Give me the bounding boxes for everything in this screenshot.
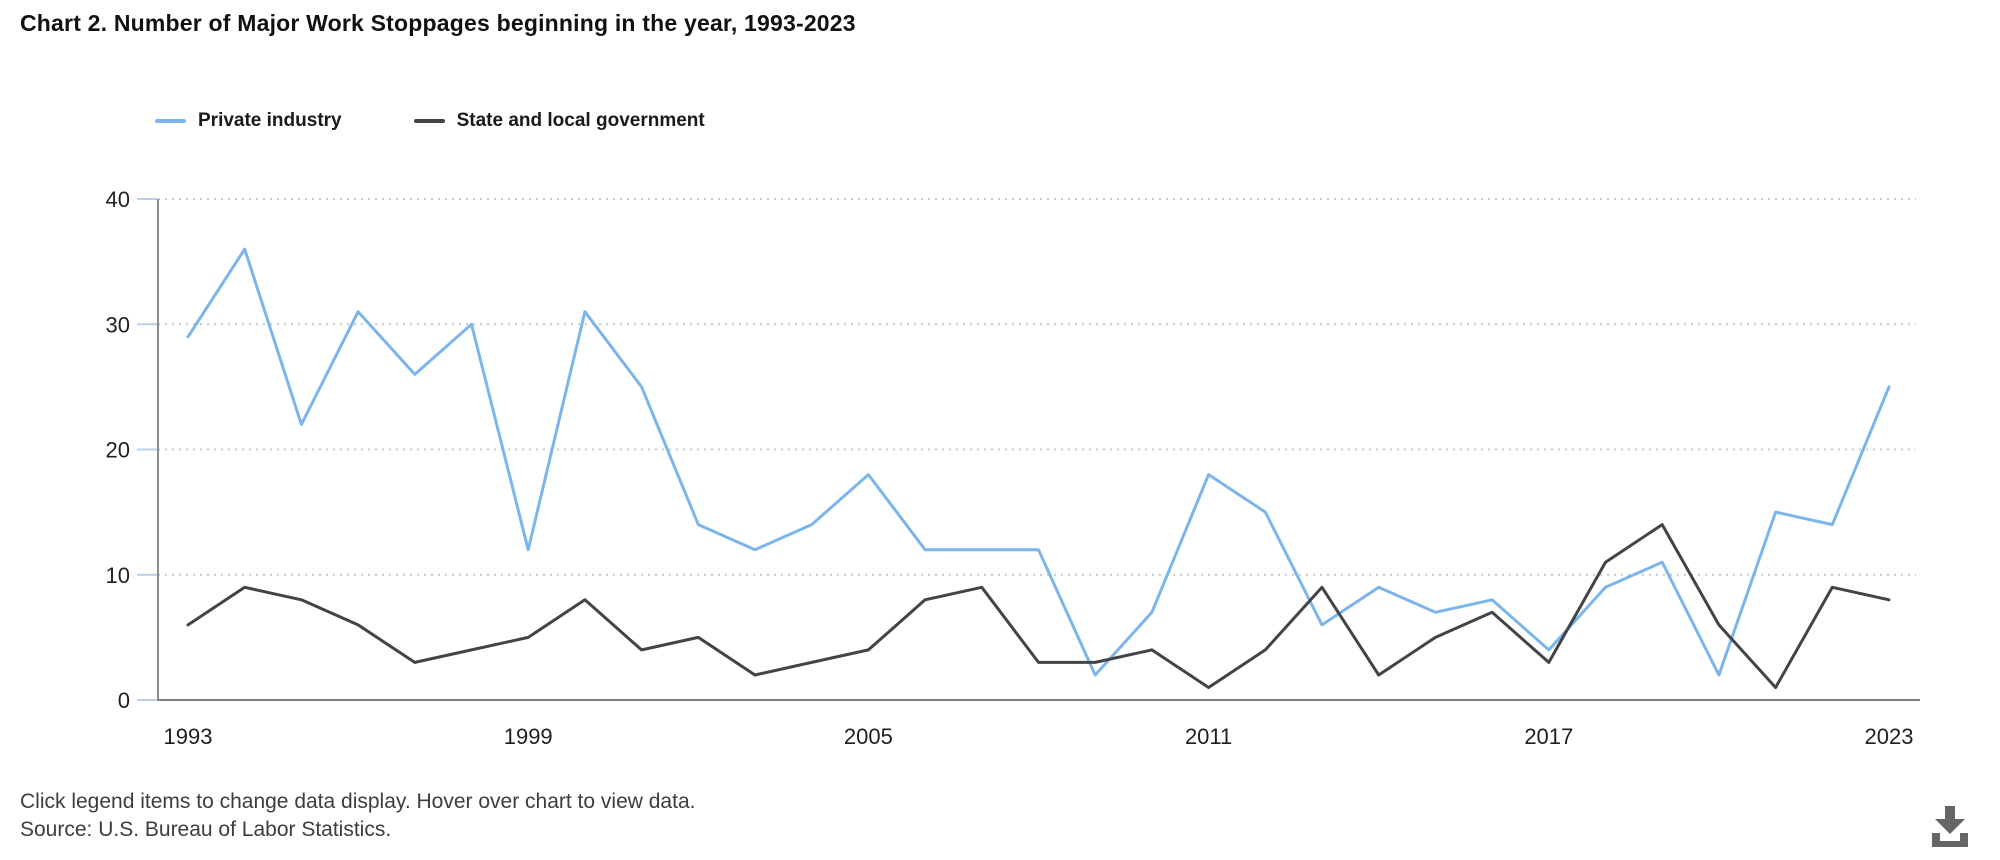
legend-item-state-local-government[interactable]: State and local government <box>413 110 705 132</box>
chart-footer: Click legend items to change data displa… <box>20 788 695 844</box>
legend-label-state-local-government: State and local government <box>456 110 705 131</box>
x-tick-label-2023: 2023 <box>1865 724 1914 749</box>
chart-legend: Private industry State and local governm… <box>155 110 705 132</box>
x-tick-label-1993: 1993 <box>164 724 213 749</box>
x-tick-label-1999: 1999 <box>504 724 553 749</box>
chart-title: Chart 2. Number of Major Work Stoppages … <box>20 10 856 36</box>
x-tick-label-2017: 2017 <box>1524 724 1573 749</box>
x-tick-label-2011: 2011 <box>1185 724 1232 749</box>
y-tick-label-10: 10 <box>106 563 130 588</box>
y-tick-label-40: 40 <box>106 187 130 212</box>
legend-swatch-private-industry <box>155 119 186 123</box>
legend-item-private-industry[interactable]: Private industry <box>155 110 342 132</box>
series-line-state-and-local-government[interactable] <box>186 523 1891 689</box>
download-icon <box>1932 806 1968 847</box>
legend-label-private-industry: Private industry <box>198 110 342 131</box>
y-tick-label-30: 30 <box>106 312 130 337</box>
download-button[interactable] <box>1918 798 1982 856</box>
series-line-private-industry[interactable] <box>186 247 1891 677</box>
x-tick-label-2005: 2005 <box>844 724 893 749</box>
source-text: Source: U.S. Bureau of Labor Statistics. <box>20 818 392 841</box>
legend-hint-text: Click legend items to change data displa… <box>20 790 696 813</box>
y-tick-label-20: 20 <box>106 438 130 463</box>
y-tick-label-0: 0 <box>118 688 130 713</box>
legend-swatch-state-local-government <box>413 119 445 123</box>
